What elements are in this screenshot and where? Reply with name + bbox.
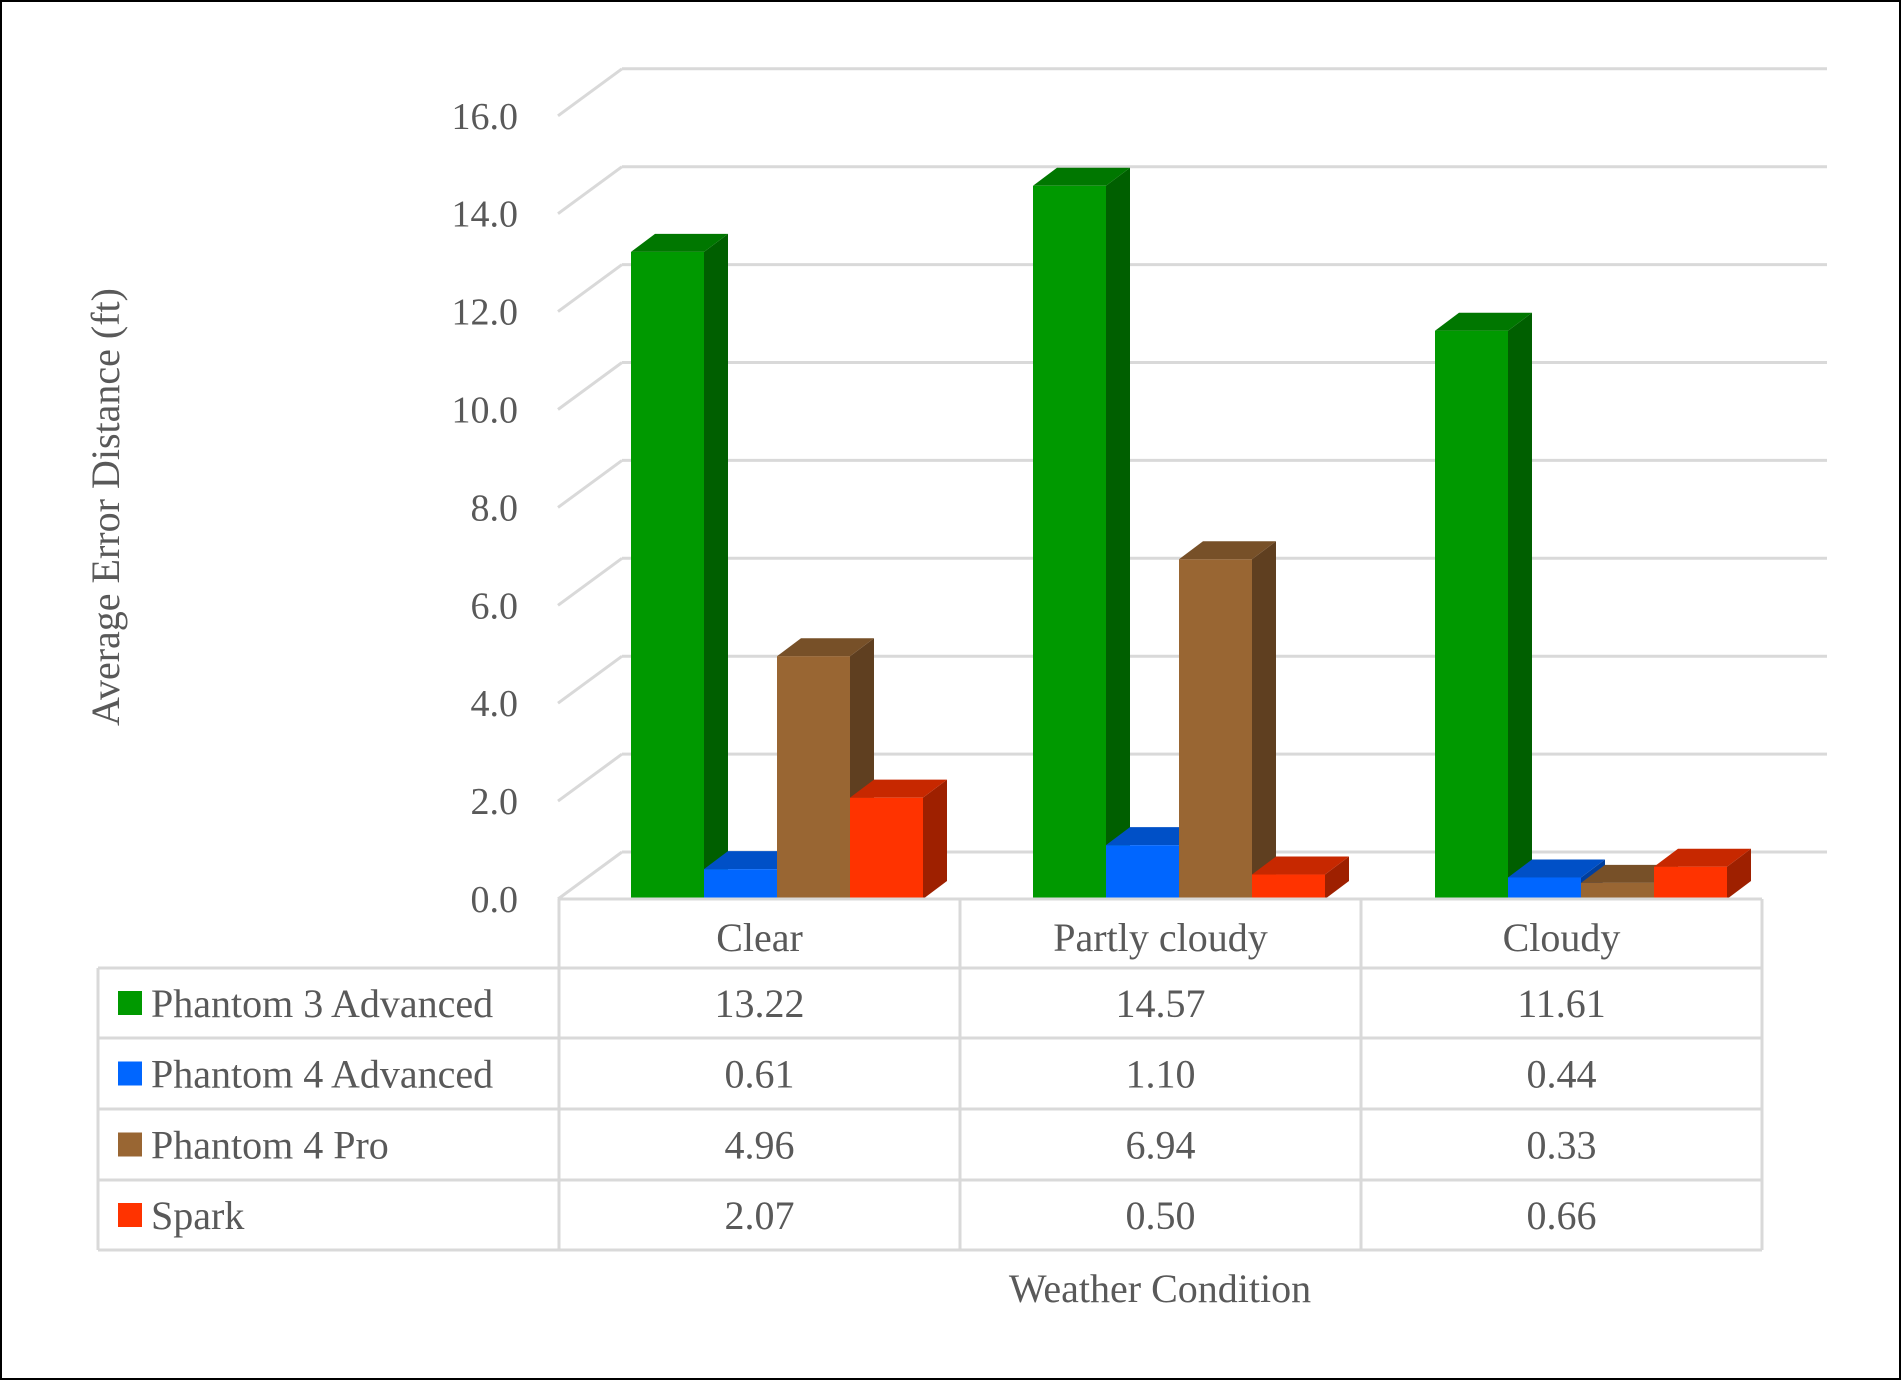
data-value: 0.61 [725,1052,795,1097]
legend-swatch [118,991,142,1015]
bar-front [1033,185,1106,900]
table-row: Spark 2.07 0.50 0.66 [118,1193,1597,1238]
y-tick-label: 4.0 [471,683,519,725]
bar-front [777,656,850,899]
bar [1252,856,1349,899]
x-axis-title: Weather Condition [1009,1266,1311,1311]
gridline-diagonal [557,459,623,509]
bar-top [1508,859,1605,878]
bar-front [1252,874,1325,899]
gridline-diagonal [557,361,623,411]
bar-side [1252,541,1276,899]
series-name: Spark [151,1193,244,1238]
y-tick-label: 0.0 [471,879,519,921]
gridline-diagonal [557,850,623,901]
category-label: Cloudy [1503,915,1621,960]
bar-top [1435,312,1532,331]
legend-swatch [118,1132,142,1157]
y-tick-label: 10.0 [452,390,519,432]
bar-top [1252,856,1349,875]
bar [1435,312,1532,899]
bar-front [704,869,777,899]
table-row: Phantom 4 Pro 4.96 6.94 0.33 [118,1123,1597,1168]
data-value: 0.66 [1527,1193,1597,1238]
category-label: Partly cloudy [1053,915,1267,960]
y-tick-label: 12.0 [452,292,519,334]
bar-top [1106,827,1203,846]
series-name: Phantom 3 Advanced [151,981,493,1026]
gridline-diagonal [557,263,623,313]
y-tick-label: 2.0 [471,781,519,823]
bar-side [1106,167,1130,900]
bar-top [850,779,947,798]
data-value: 11.61 [1517,981,1606,1026]
data-value: 0.44 [1527,1052,1597,1097]
bar-front [850,797,923,899]
bar-top [1581,864,1678,883]
gridline-diagonal [557,165,623,215]
bar-group [1033,167,1349,900]
bar [1654,848,1751,899]
bar-front [631,251,704,900]
bar-side [923,779,947,899]
bar-front [1508,877,1581,899]
bar [1033,167,1130,900]
bar-top [704,851,801,870]
table-row: Phantom 3 Advanced 13.22 14.57 11.61 [118,981,1606,1026]
bar-top [1033,167,1130,186]
bar-group [631,233,947,900]
data-value: 1.10 [1126,1052,1196,1097]
bar-group [1435,312,1751,899]
bar-top [631,233,728,252]
bar-side [704,233,728,900]
y-axis-title: Average Error Distance (ft) [83,288,128,726]
bar [631,233,728,900]
data-value: 0.33 [1527,1123,1597,1168]
gridline-diagonal [557,752,623,803]
bar-top [777,638,874,657]
y-tick-label: 14.0 [452,194,519,236]
bar-front [1581,882,1654,899]
bar-front [1179,559,1252,899]
data-value: 14.57 [1116,981,1206,1026]
y-tick-label: 16.0 [452,96,519,138]
legend-swatch [118,1203,142,1227]
data-table: Clear Partly cloudy Cloudy Phantom 3 Advanc… [96,897,1764,1252]
series-name: Phantom 4 Pro [151,1123,389,1168]
bar-front [1435,330,1508,899]
bar-top [1654,848,1751,867]
data-value: 0.50 [1126,1193,1196,1238]
gridline-diagonal [557,67,623,118]
bar-front [1106,845,1179,899]
bars [631,167,1751,900]
bar [850,779,947,899]
data-value: 4.96 [725,1123,795,1168]
bar-side [1325,856,1349,899]
gridline-diagonal [557,557,623,607]
bar-front [1654,866,1727,899]
gridline-diagonal [557,654,623,705]
table-row: Phantom 4 Advanced 0.61 1.10 0.44 [118,1052,1597,1097]
series-name: Phantom 4 Advanced [151,1052,493,1097]
y-tick-label: 6.0 [471,585,519,627]
data-value: 2.07 [725,1193,795,1238]
bar [1179,541,1276,899]
bar-top [1179,541,1276,560]
data-value: 13.22 [715,981,805,1026]
bar-side [1508,312,1532,899]
y-tick-label: 8.0 [471,487,519,529]
data-value: 6.94 [1126,1123,1196,1168]
legend-swatch [118,1061,142,1086]
category-label: Clear [716,915,803,960]
bar-side [1727,848,1751,899]
y-axis-ticks: 0.0 2.0 4.0 6.0 8.0 10.0 12.0 14.0 16.0 [452,96,519,921]
